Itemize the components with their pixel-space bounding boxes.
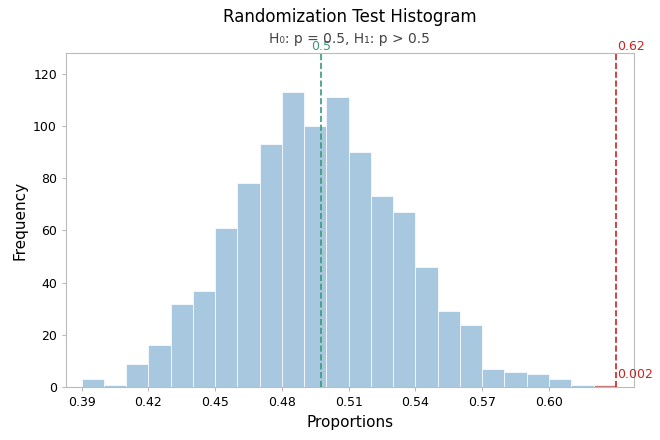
X-axis label: Proportions: Proportions — [306, 415, 393, 430]
Bar — [348, 152, 371, 387]
Bar — [304, 126, 327, 387]
Text: 0.62: 0.62 — [617, 40, 645, 53]
Bar — [549, 379, 572, 387]
Text: 0.5: 0.5 — [311, 40, 331, 53]
Bar — [327, 97, 348, 387]
Y-axis label: Frequency: Frequency — [13, 180, 28, 260]
Bar — [415, 267, 438, 387]
Bar — [504, 371, 527, 387]
Bar — [572, 385, 593, 387]
Bar — [482, 369, 504, 387]
Bar — [238, 183, 259, 387]
Bar — [104, 385, 126, 387]
Bar — [126, 364, 148, 387]
Bar — [259, 144, 282, 387]
Text: H₀: p = 0.5, H₁: p > 0.5: H₀: p = 0.5, H₁: p > 0.5 — [269, 32, 430, 46]
Bar — [527, 374, 549, 387]
Bar — [82, 379, 104, 387]
Text: Randomization Test Histogram: Randomization Test Histogram — [223, 8, 477, 26]
Text: 0.002: 0.002 — [617, 368, 653, 381]
Bar — [371, 197, 393, 387]
Bar — [282, 92, 304, 387]
Bar — [460, 325, 482, 387]
Bar — [438, 312, 460, 387]
Bar — [215, 228, 238, 387]
Bar — [148, 345, 171, 387]
Bar — [593, 385, 616, 387]
Bar — [393, 212, 415, 387]
Bar — [193, 290, 215, 387]
Bar — [171, 304, 193, 387]
